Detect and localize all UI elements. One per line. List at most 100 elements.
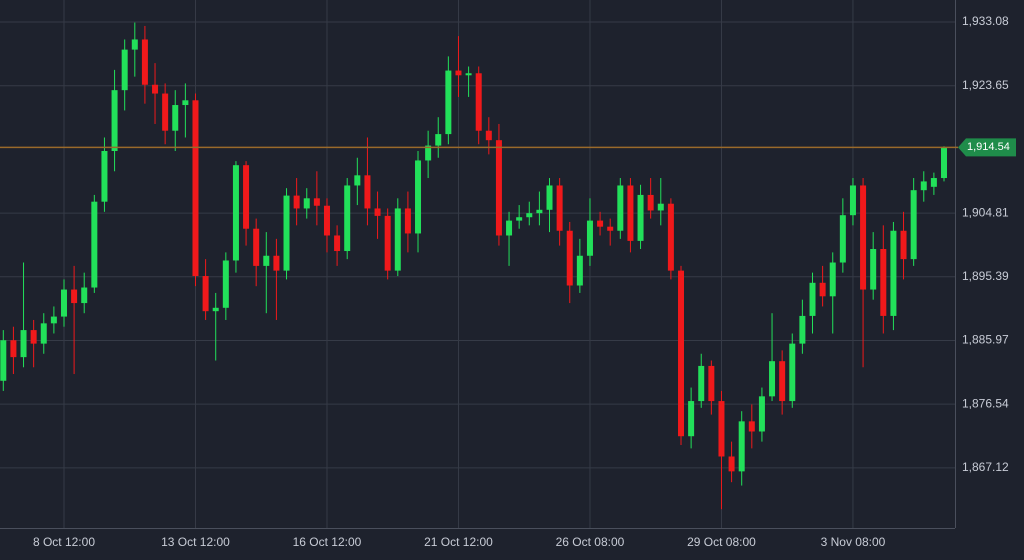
candle-body	[273, 255, 280, 271]
candle-body	[91, 201, 98, 288]
candle-body	[81, 287, 88, 304]
candle-body	[192, 100, 199, 277]
candle-body	[101, 150, 108, 202]
candle-body	[202, 276, 209, 312]
candle-body	[435, 134, 442, 146]
candle-body	[698, 365, 705, 402]
candle-body	[597, 220, 604, 227]
last-price-label: 1,914.54	[967, 141, 1010, 153]
y-tick-label: 1,904.81	[962, 205, 1009, 219]
candle-body	[131, 39, 138, 50]
candle-body	[829, 262, 836, 297]
candle-body	[30, 330, 37, 344]
candle-body	[657, 203, 664, 211]
candle-body	[394, 208, 401, 271]
candle-body	[789, 343, 796, 402]
candle-body	[313, 198, 320, 206]
candle-body	[920, 181, 927, 191]
candle-body	[0, 340, 7, 381]
candle-body	[415, 160, 422, 234]
candle-body	[222, 260, 229, 308]
candle-body	[688, 401, 695, 437]
candle-body	[516, 217, 523, 221]
candle-body	[263, 255, 270, 266]
candle-body	[617, 185, 624, 231]
candle-body	[404, 208, 411, 234]
candle-body	[172, 105, 179, 131]
candle-body	[283, 195, 290, 271]
candle-body	[556, 185, 563, 231]
candle-body	[364, 175, 371, 209]
candle-body	[253, 228, 260, 266]
y-tick-label: 1,933.08	[962, 14, 1009, 28]
candle-body	[323, 205, 330, 236]
x-tick-label: 16 Oct 12:00	[293, 535, 362, 549]
candle-body	[303, 198, 310, 209]
candle-body	[162, 93, 169, 131]
candle-body	[71, 289, 78, 304]
candle-body	[890, 230, 897, 316]
x-tick-label: 3 Nov 08:00	[821, 535, 886, 549]
candle-body	[900, 230, 907, 260]
candle-body	[586, 220, 593, 256]
x-tick-label: 26 Oct 08:00	[556, 535, 625, 549]
last-price-tag	[958, 138, 1016, 157]
candle-body	[678, 270, 685, 437]
candle-body	[334, 235, 341, 252]
candle-body	[769, 361, 776, 397]
candle-body	[940, 147, 947, 179]
candle-body	[809, 282, 816, 316]
candle-body	[465, 73, 472, 76]
candle-body	[495, 140, 502, 236]
x-tick-label: 29 Oct 08:00	[687, 535, 756, 549]
y-tick-label: 1,885.97	[962, 333, 1009, 347]
candle-body	[930, 178, 937, 187]
candle-body	[748, 421, 755, 432]
candle-body	[647, 194, 654, 211]
candle-body	[566, 230, 573, 286]
candle-body	[627, 185, 634, 241]
candle-body	[293, 195, 300, 209]
candle-body	[910, 190, 917, 260]
candle-body	[779, 361, 786, 402]
candle-body	[799, 315, 806, 344]
candle-body	[232, 165, 239, 261]
candle-body	[445, 70, 452, 135]
candle-body	[637, 194, 644, 241]
candle-body	[485, 130, 492, 141]
candle-body	[60, 289, 67, 317]
candle-body	[374, 208, 381, 216]
x-tick-label: 21 Oct 12:00	[424, 535, 493, 549]
candle-body	[526, 213, 533, 218]
candle-body	[10, 340, 17, 358]
candle-body	[849, 185, 856, 216]
candle-body	[455, 70, 462, 76]
candle-body	[839, 215, 846, 263]
candle-body	[870, 248, 877, 290]
candle-body	[425, 145, 432, 161]
candle-body	[40, 323, 47, 344]
candle-body	[738, 421, 745, 472]
candle-body	[536, 209, 543, 214]
candle-body	[708, 365, 715, 402]
candle-body	[344, 185, 351, 252]
candle-body	[718, 401, 725, 457]
candle-body	[152, 84, 159, 94]
y-tick-label: 1,867.12	[962, 460, 1009, 474]
candle-body	[758, 396, 765, 432]
candle-body	[50, 316, 57, 324]
candle-body	[860, 185, 867, 290]
candle-body	[20, 330, 27, 358]
candle-body	[182, 100, 189, 106]
candle-body	[819, 282, 826, 297]
candle-body	[728, 456, 735, 472]
candle-body	[880, 248, 887, 316]
candle-body	[141, 39, 148, 85]
candle-body	[384, 215, 391, 271]
candle-body	[121, 49, 128, 91]
candle-body	[354, 175, 361, 186]
y-tick-label: 1,876.54	[962, 396, 1009, 410]
candle-body	[576, 255, 583, 286]
candle-body	[475, 73, 482, 131]
